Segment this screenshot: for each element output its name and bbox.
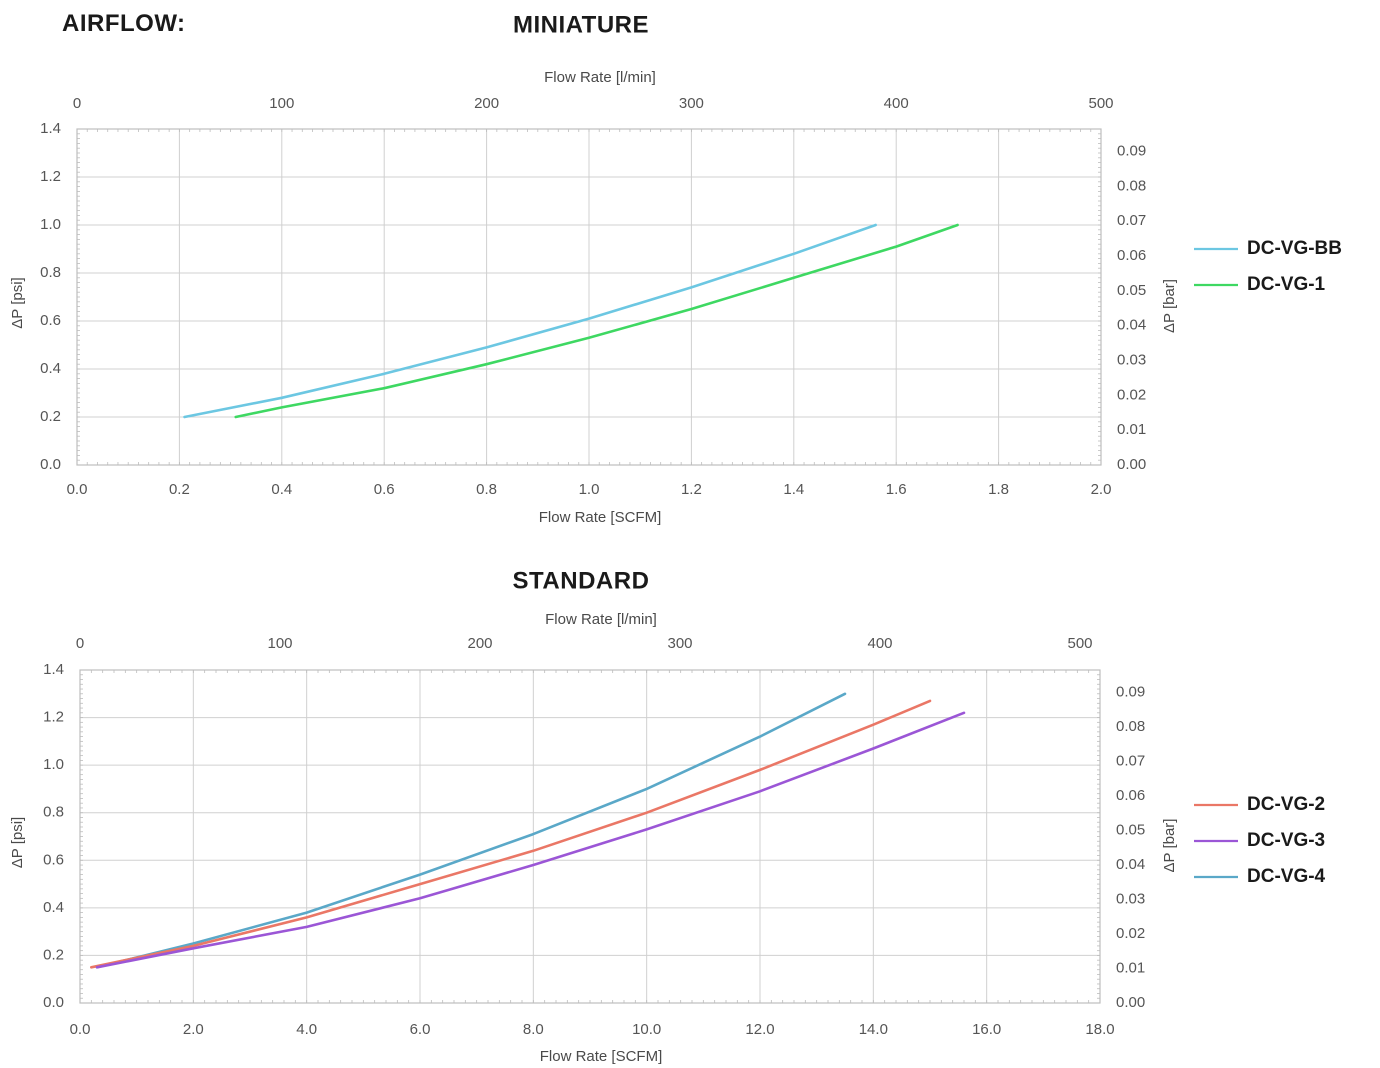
series-line-dc-vg-bb [183,223,878,419]
x-tick-label: 10.0 [632,1021,661,1038]
x-tick-label: 6.0 [410,1021,431,1038]
chart-title: MINIATURE [513,11,649,38]
y-tick-label: 1.4 [43,661,64,678]
y2-tick-label: 0.05 [1117,282,1146,299]
legend-label-dc-vg-2: DC-VG-2 [1247,794,1325,815]
y-tick-label: 1.0 [43,756,64,773]
y2-tick-label: 0.07 [1117,212,1146,229]
chart-title: STANDARD [513,567,650,594]
miniature-chart: MINIATURE 0.0 0.2 0.4 0.6 0.8 1.0 1.2 1.4 1.6 1.8 2… [9,11,1342,526]
x-tick-label: 2.0 [183,1021,204,1038]
page-heading: AIRFLOW: [62,10,186,37]
y2-tick-label: 0.03 [1116,890,1145,907]
y-tick-label: 0.6 [40,312,61,329]
x-tick-label: 0.0 [67,481,88,498]
x-tick-label: 2.0 [1091,481,1112,498]
y2-tick-label: 0.09 [1117,143,1146,160]
y-tick-label: 0.4 [43,899,64,916]
x-tick-label: 1.2 [681,481,702,498]
y-tick-label: 0.8 [40,264,61,281]
y-tick-label: 0.4 [40,360,61,377]
x-tick-label: 0.6 [374,481,395,498]
x-tick-label: 0.4 [271,481,292,498]
y-tick-label: 1.2 [43,709,64,726]
x2-tick-label: 400 [867,635,892,652]
y2-tick-label: 0.08 [1116,718,1145,735]
y-tick-label: 0.6 [43,851,64,868]
x2-tick-label: 200 [467,635,492,652]
x2-tick-label: 100 [269,95,294,112]
y-tick-label: 1.2 [40,168,61,185]
x2-tick-label: 500 [1088,95,1113,112]
grid [76,128,1102,466]
x-tick-label: 1.6 [886,481,907,498]
y-tick-label: 0.2 [43,946,64,963]
y-tick-label: 0.8 [43,804,64,821]
series-line-dc-vg-2 [90,699,932,969]
minor-ticks [79,669,1101,1004]
x-tick-label: 0.8 [476,481,497,498]
legend-label-dc-vg-bb: DC-VG-BB [1247,238,1342,259]
y-tick-label: 1.0 [40,216,61,233]
series-line-dc-vg-4 [95,692,847,969]
standard-chart: STANDARD 0.0 2.0 4.0 6.0 8.0 10.0 12.0 14.0 16.0 1… [9,567,1326,1065]
y-axis-label: ΔP [psi] [9,817,26,868]
series-line-dc-vg-3 [95,711,966,969]
y-tick-label: 0.2 [40,408,61,425]
x-tick-label: 0.2 [169,481,190,498]
legend-label-dc-vg-4: DC-VG-4 [1247,866,1326,887]
x-tick-label: 4.0 [296,1021,317,1038]
y-tick-label: 0.0 [43,994,64,1011]
x-tick-label: 1.0 [579,481,600,498]
series-line-dc-vg-1 [234,223,959,419]
x2-tick-label: 0 [73,95,81,112]
x2-tick-label: 0 [76,635,84,652]
x-tick-label: 8.0 [523,1021,544,1038]
y-tick-label: 1.4 [40,120,61,137]
x-axis-label: Flow Rate [SCFM] [540,1048,663,1065]
y2-tick-label: 0.04 [1117,317,1146,334]
y2-tick-label: 0.02 [1117,386,1146,403]
x-tick-label: 1.8 [988,481,1009,498]
y2-tick-label: 0.00 [1117,456,1146,473]
x-tick-label: 1.4 [783,481,804,498]
x2-tick-label: 500 [1067,635,1092,652]
y2-tick-label: 0.03 [1117,352,1146,369]
y2-tick-label: 0.06 [1116,787,1145,804]
y2-tick-label: 0.05 [1116,821,1145,838]
x-tick-label: 0.0 [70,1021,91,1038]
y2-tick-label: 0.06 [1117,247,1146,264]
x2-tick-label: 100 [267,635,292,652]
y-axis-label: ΔP [psi] [9,277,26,328]
y2-tick-label: 0.07 [1116,752,1145,769]
x2-axis-label: Flow Rate [l/min] [545,611,657,628]
legend-label-dc-vg-3: DC-VG-3 [1247,830,1325,851]
x-tick-label: 18.0 [1085,1021,1114,1038]
y2-tick-label: 0.01 [1116,959,1145,976]
y2-tick-label: 0.08 [1117,177,1146,194]
x2-tick-label: 300 [679,95,704,112]
legend-label-dc-vg-1: DC-VG-1 [1247,274,1326,295]
y2-tick-label: 0.01 [1117,421,1146,438]
x-tick-label: 14.0 [859,1021,888,1038]
x-axis-label: Flow Rate [SCFM] [539,509,662,526]
x-tick-label: 12.0 [745,1021,774,1038]
y2-axis-label: ΔP [bar] [1161,279,1178,333]
x2-tick-label: 300 [667,635,692,652]
y2-tick-label: 0.02 [1116,925,1145,942]
y2-tick-label: 0.09 [1116,683,1145,700]
minor-ticks [76,128,1102,466]
x2-tick-label: 400 [884,95,909,112]
x2-tick-label: 200 [474,95,499,112]
x2-axis-label: Flow Rate [l/min] [544,69,656,86]
y2-tick-label: 0.00 [1116,994,1145,1011]
x-tick-label: 16.0 [972,1021,1001,1038]
y2-axis-label: ΔP [bar] [1161,819,1178,873]
y-tick-label: 0.0 [40,456,61,473]
y2-tick-label: 0.04 [1116,856,1145,873]
